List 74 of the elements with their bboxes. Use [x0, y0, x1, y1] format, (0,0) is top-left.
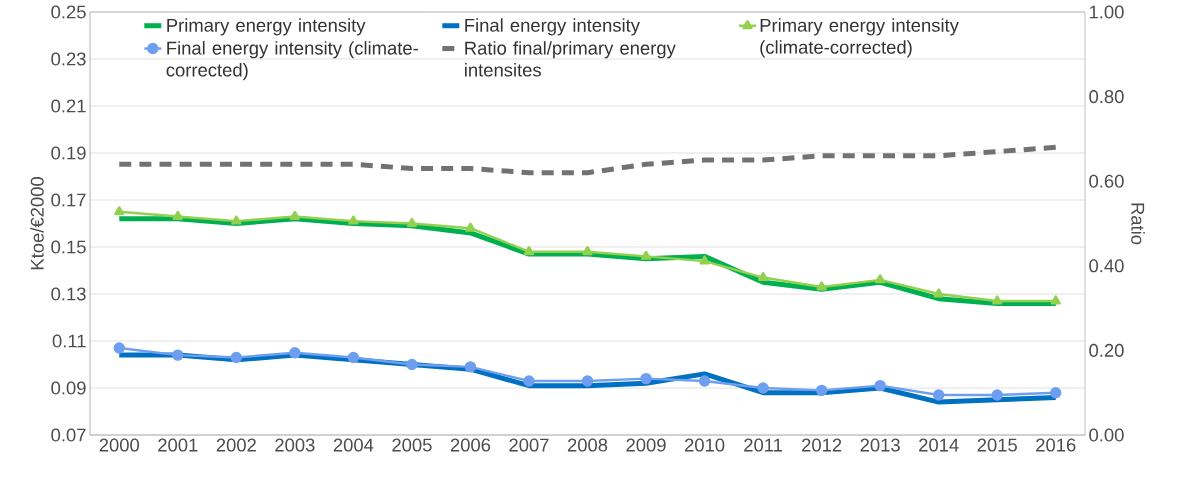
point	[523, 375, 535, 387]
legend-label: Final energy intensity	[465, 18, 640, 36]
point	[465, 222, 476, 232]
x-tick-label: 2012	[802, 438, 842, 452]
x-tick-label: 2004	[333, 438, 374, 452]
x-tick-label: 2000	[99, 438, 140, 452]
y-tick-label: 0.11	[52, 334, 86, 348]
x-tick-label: 2015	[977, 438, 1017, 452]
x-tick-label: 2006	[450, 438, 491, 452]
legend-label: Final energy intensity (climate-corrected)	[166, 41, 418, 81]
point	[992, 295, 1003, 305]
point	[406, 217, 418, 227]
y-tick-label: 0.21	[51, 99, 86, 113]
point	[231, 215, 242, 225]
point	[348, 215, 359, 225]
point	[289, 347, 301, 359]
point	[758, 271, 769, 281]
point	[1050, 295, 1061, 305]
legend-label: Ratio final/primary energy intensites	[465, 41, 676, 77]
x-tick-label: 2014	[919, 438, 959, 452]
legend-label: Primary energy intensity (climate-corrected)	[760, 18, 959, 58]
point	[757, 382, 769, 394]
y2-tick-label: 0.40	[1089, 259, 1124, 273]
y-tick-label: 0.23	[51, 52, 86, 66]
point	[640, 372, 652, 385]
y2-axis-title: Ratio	[1131, 203, 1145, 245]
point	[875, 274, 886, 284]
x-tick-label: 2010	[684, 438, 725, 452]
x-tick-label: 2007	[509, 438, 549, 452]
point	[406, 358, 418, 371]
point	[698, 375, 711, 387]
point	[874, 379, 886, 392]
y-tick-label: 0.07	[51, 428, 86, 442]
y2-tick-label: 0.80	[1089, 90, 1124, 104]
y2-tick-label: 0.60	[1089, 174, 1124, 188]
point	[1050, 387, 1062, 399]
point	[114, 206, 125, 216]
x-tick-label: 2005	[392, 438, 432, 452]
point	[172, 210, 183, 220]
y-tick-label: 0.17	[51, 193, 86, 207]
y-axis-title: Ktoe/€2000	[30, 177, 44, 270]
point	[582, 246, 593, 256]
legend-label: Primary energy intensity	[167, 18, 366, 36]
point	[113, 342, 125, 354]
point	[816, 281, 827, 291]
x-tick-label: 2002	[216, 438, 256, 452]
x-tick-label: 2009	[626, 438, 666, 452]
point	[347, 351, 360, 364]
point	[289, 210, 300, 220]
x-tick-label: 2003	[275, 438, 315, 452]
point	[640, 250, 652, 260]
y-tick-label: 0.19	[51, 146, 86, 160]
point	[932, 389, 945, 401]
point	[815, 384, 828, 397]
x-tick-label: 2001	[158, 438, 198, 452]
y2-tick-label: 0.20	[1089, 343, 1124, 357]
point	[230, 351, 243, 364]
x-tick-label: 2016	[1036, 438, 1076, 452]
y-tick-label: 0.25	[51, 5, 86, 19]
point	[464, 361, 477, 373]
y-tick-label: 0.09	[51, 381, 86, 395]
y2-tick-label: 0.00	[1089, 428, 1124, 442]
y2-tick-label: 1.00	[1089, 5, 1124, 19]
y-tick-label: 0.15	[51, 240, 86, 254]
point	[699, 255, 710, 265]
point	[172, 349, 184, 361]
point	[991, 389, 1003, 401]
x-tick-label: 2008	[567, 438, 608, 452]
point	[581, 375, 594, 387]
point	[523, 246, 535, 256]
point	[933, 288, 944, 298]
x-tick-label: 2011	[744, 438, 783, 452]
y-tick-label: 0.13	[51, 287, 86, 301]
x-tick-label: 2013	[860, 438, 900, 452]
